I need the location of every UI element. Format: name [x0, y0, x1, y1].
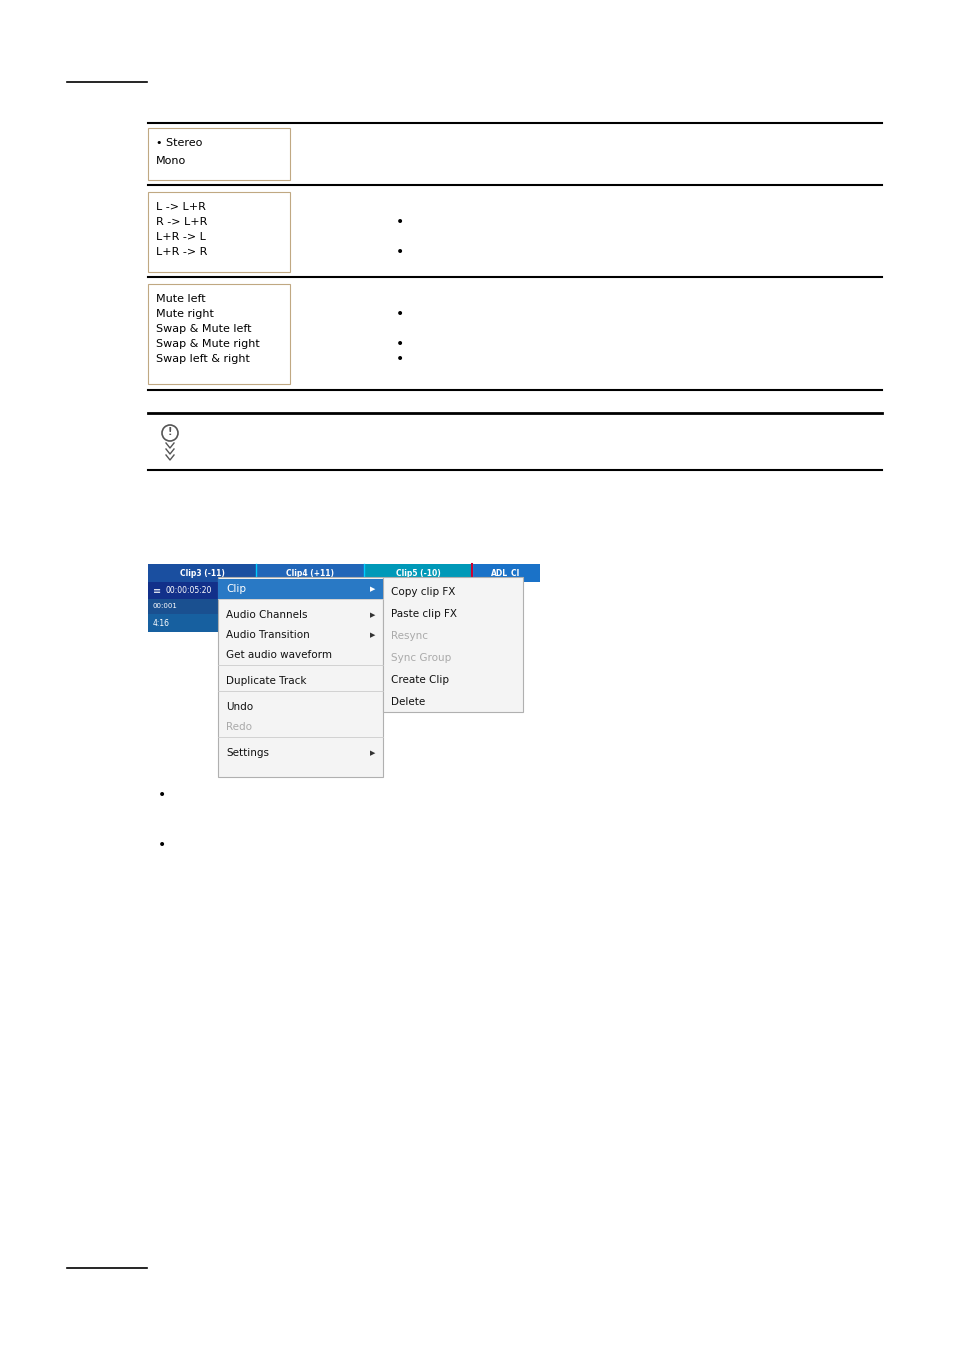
Bar [472, 564, 539, 582]
Text: L+R -> R: L+R -> R [156, 247, 207, 256]
Bar [148, 128, 290, 180]
Text: Copy clip FX: Copy clip FX [391, 587, 455, 597]
Bar [364, 564, 472, 582]
Text: • Stereo: • Stereo [156, 138, 202, 148]
Bar [148, 582, 255, 599]
Text: !: ! [168, 427, 172, 437]
Text: Swap left & right: Swap left & right [156, 354, 250, 364]
Text: Delete: Delete [391, 697, 425, 707]
Text: Create Clip: Create Clip [391, 675, 449, 684]
Text: Clip4 (+11): Clip4 (+11) [286, 568, 334, 578]
Text: •: • [395, 244, 404, 259]
Text: L -> L+R: L -> L+R [156, 202, 206, 212]
Text: Swap & Mute left: Swap & Mute left [156, 324, 252, 333]
Text: ▶: ▶ [369, 632, 375, 639]
Bar [218, 576, 382, 778]
Text: Sync Group: Sync Group [391, 653, 451, 663]
Text: ≡: ≡ [152, 586, 161, 595]
Bar [382, 576, 522, 711]
Text: 00:001: 00:001 [152, 603, 177, 609]
Text: ▶: ▶ [369, 751, 375, 756]
Text: •: • [395, 352, 404, 366]
Text: ▶: ▶ [369, 586, 375, 593]
Bar [148, 564, 255, 582]
Text: Clip: Clip [226, 585, 246, 594]
Text: Audio Channels: Audio Channels [226, 610, 307, 620]
Text: •: • [395, 215, 404, 230]
Text: •: • [158, 838, 166, 852]
Text: R -> L+R: R -> L+R [156, 217, 207, 227]
Text: ▶: ▶ [369, 612, 375, 618]
Text: Duplicate Track: Duplicate Track [226, 676, 306, 686]
Bar [148, 599, 255, 614]
Text: Undo: Undo [226, 702, 253, 711]
Text: •: • [395, 306, 404, 321]
Text: Mute left: Mute left [156, 294, 206, 304]
Text: Audio Transition: Audio Transition [226, 630, 310, 640]
Text: Mono: Mono [156, 157, 186, 166]
Text: Resync: Resync [391, 630, 428, 641]
Bar [255, 564, 364, 582]
Bar [148, 192, 290, 271]
Text: Paste clip FX: Paste clip FX [391, 609, 456, 620]
Text: Get audio waveform: Get audio waveform [226, 649, 332, 660]
Text: Redo: Redo [226, 722, 252, 732]
Text: 00:00:05:20: 00:00:05:20 [166, 586, 213, 595]
Text: Settings: Settings [226, 748, 269, 757]
Text: Mute right: Mute right [156, 309, 213, 319]
Text: Swap & Mute right: Swap & Mute right [156, 339, 259, 350]
Text: Clip5 (-10): Clip5 (-10) [395, 568, 440, 578]
Text: L+R -> L: L+R -> L [156, 232, 206, 242]
Text: •: • [395, 338, 404, 351]
Text: •: • [158, 788, 166, 802]
Text: ADL_Cl: ADL_Cl [491, 568, 520, 578]
Text: 4:16: 4:16 [152, 618, 170, 628]
Bar [148, 284, 290, 383]
Bar [218, 579, 382, 599]
Bar [148, 614, 255, 632]
Text: Clip3 (-11): Clip3 (-11) [179, 568, 224, 578]
